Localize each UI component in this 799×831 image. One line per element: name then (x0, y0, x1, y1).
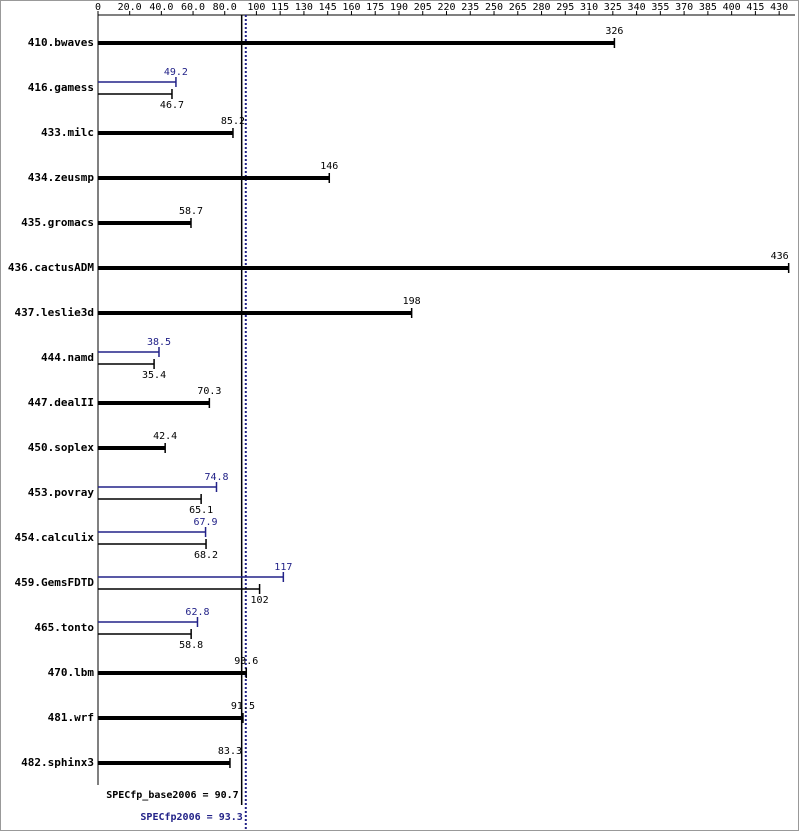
reference-label: SPECfp_base2006 = 90.7 (106, 790, 238, 801)
x-tick-label: 145 (319, 2, 337, 13)
value-label: 35.4 (142, 370, 166, 381)
reference-name: SPECfp_base2006 = (106, 790, 208, 801)
category-label: 410.bwaves (28, 36, 94, 49)
value-label: 74.8 (204, 472, 228, 483)
x-tick-label: 235 (461, 2, 479, 13)
x-tick-label: 160 (342, 2, 360, 13)
reference-label: SPECfp2006 = 93.3 (140, 812, 242, 823)
category-label: 470.lbm (48, 666, 95, 679)
value-label: 62.8 (185, 607, 209, 618)
value-label: 68.2 (194, 550, 218, 561)
x-tick-label: 100 (247, 2, 265, 13)
category-label: 436.cactusADM (8, 261, 94, 274)
category-label: 481.wrf (48, 711, 94, 724)
category-label: 459.GemsFDTD (15, 576, 95, 589)
x-tick-label: 220 (437, 2, 455, 13)
value-label: 46.7 (160, 100, 184, 111)
category-label: 454.calculix (15, 531, 95, 544)
x-tick-label: 0 (95, 2, 101, 13)
x-tick-label: 175 (366, 2, 384, 13)
value-label: 70.3 (197, 386, 221, 397)
category-label: 465.tonto (34, 621, 94, 634)
x-tick-label: 385 (699, 2, 717, 13)
value-label: 58.7 (179, 206, 203, 217)
reference-value: 93.3 (219, 812, 243, 823)
x-tick-label: 205 (414, 2, 432, 13)
x-tick-label: 280 (533, 2, 551, 13)
x-tick-label: 400 (723, 2, 741, 13)
value-label: 83.3 (218, 746, 242, 757)
value-label: 146 (320, 161, 338, 172)
value-label: 326 (605, 26, 623, 37)
category-label: 434.zeusmp (28, 171, 95, 184)
value-label: 85.2 (221, 116, 245, 127)
x-tick-label: 130 (295, 2, 313, 13)
category-label: 482.sphinx3 (21, 756, 94, 769)
category-label: 450.soplex (28, 441, 95, 454)
category-label: 447.dealII (28, 396, 94, 409)
value-label: 102 (251, 595, 269, 606)
reference-value: 90.7 (215, 790, 239, 801)
x-tick-label: 355 (651, 2, 669, 13)
x-tick-label: 310 (580, 2, 598, 13)
x-tick-label: 115 (271, 2, 289, 13)
x-tick-label: 20.0 (118, 2, 142, 13)
x-tick-label: 190 (390, 2, 408, 13)
value-label: 38.5 (147, 337, 171, 348)
value-label: 49.2 (164, 67, 188, 78)
value-label: 93.6 (234, 656, 258, 667)
category-label: 416.gamess (28, 81, 94, 94)
value-label: 58.8 (179, 640, 203, 651)
value-label: 198 (403, 296, 421, 307)
x-tick-label: 265 (509, 2, 527, 13)
value-label: 436 (771, 251, 789, 262)
x-tick-label: 40.0 (149, 2, 173, 13)
x-tick-label: 430 (770, 2, 788, 13)
category-label: 437.leslie3d (15, 306, 94, 319)
category-label: 444.namd (41, 351, 94, 364)
value-label: 117 (274, 562, 292, 573)
category-label: 435.gromacs (21, 216, 94, 229)
x-tick-label: 370 (675, 2, 693, 13)
reference-name: SPECfp2006 = (140, 812, 212, 823)
x-tick-label: 60.0 (181, 2, 205, 13)
category-label: 453.povray (28, 486, 95, 499)
x-tick-label: 340 (628, 2, 646, 13)
x-tick-label: 325 (604, 2, 622, 13)
x-tick-label: 295 (556, 2, 574, 13)
value-label: 91.5 (231, 701, 255, 712)
x-tick-label: 415 (746, 2, 764, 13)
category-label: 433.milc (41, 126, 94, 139)
value-label: 65.1 (189, 505, 213, 516)
value-label: 42.4 (153, 431, 177, 442)
x-tick-label: 80.0 (213, 2, 237, 13)
value-label: 67.9 (194, 517, 218, 528)
x-tick-label: 250 (485, 2, 503, 13)
